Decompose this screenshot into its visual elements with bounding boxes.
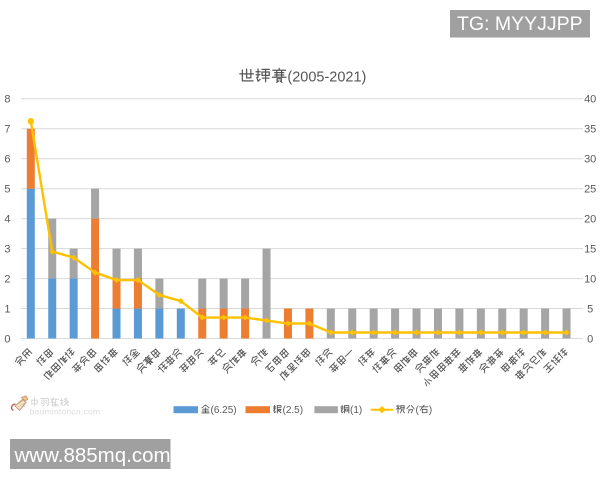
svg-text:10: 10 [584, 273, 596, 285]
svg-text:15: 15 [584, 243, 596, 255]
svg-text:6: 6 [4, 154, 10, 166]
svg-text:40: 40 [584, 94, 596, 106]
svg-text:(1): (1) [350, 405, 362, 416]
svg-text:TG: MYYJJPP: TG: MYYJJPP [457, 13, 583, 35]
svg-text:5: 5 [587, 303, 593, 315]
svg-text:35: 35 [584, 124, 596, 136]
svg-text:(6.25): (6.25) [211, 405, 237, 416]
svg-text:(2005-2021): (2005-2021) [287, 70, 366, 86]
svg-text:7: 7 [4, 124, 10, 136]
svg-text:25: 25 [584, 184, 596, 196]
svg-text:1: 1 [4, 303, 10, 315]
svg-text:(2.5): (2.5) [283, 405, 304, 416]
svg-text:badmintoncn.com: badmintoncn.com [30, 407, 101, 417]
svg-text:): ) [429, 405, 432, 416]
svg-text:5: 5 [4, 184, 10, 196]
svg-text:3: 3 [4, 243, 10, 255]
svg-text:2: 2 [4, 273, 10, 285]
svg-text:30: 30 [584, 154, 596, 166]
svg-text:8: 8 [4, 94, 10, 106]
svg-text:www.885mq.com: www.885mq.com [14, 444, 171, 467]
svg-text:0: 0 [587, 333, 593, 345]
svg-text:4: 4 [4, 213, 10, 225]
svg-text:0: 0 [4, 333, 10, 345]
svg-text:20: 20 [584, 213, 596, 225]
svg-text:(: ( [416, 405, 420, 416]
